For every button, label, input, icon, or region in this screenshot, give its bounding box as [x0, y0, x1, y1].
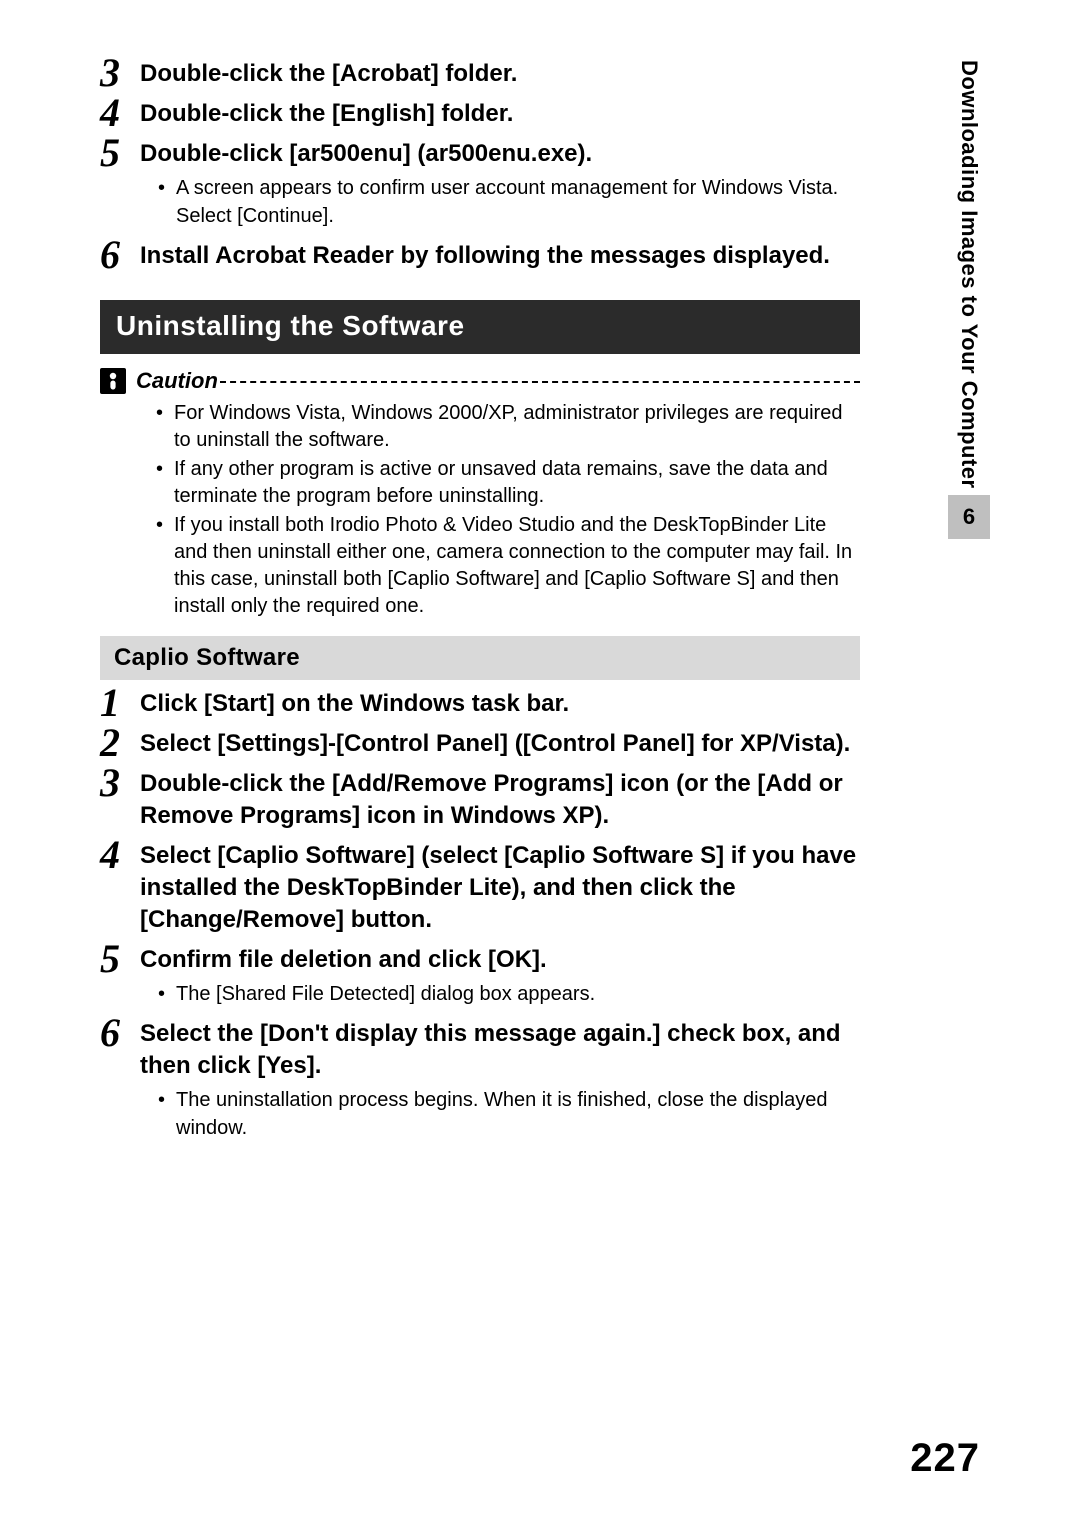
- step-sub-bullets: The [Shared File Detected] dialog box ap…: [158, 980, 860, 1008]
- step-number: 4: [100, 838, 134, 872]
- caution-bullet: If any other program is active or unsave…: [156, 456, 860, 510]
- step-text: Confirm file deletion and click [OK].: [140, 942, 547, 976]
- numbered-step: 4Select [Caplio Software] (select [Capli…: [100, 838, 860, 936]
- numbered-step: 6Select the [Don't display this message …: [100, 1016, 860, 1082]
- main-content: 3Double-click the [Acrobat] folder.4Doub…: [100, 56, 860, 1142]
- step-number: 3: [100, 56, 134, 90]
- step-sub-bullet: A screen appears to confirm user account…: [158, 174, 860, 230]
- step-number: 5: [100, 942, 134, 976]
- numbered-step: 3Double-click the [Add/Remove Programs] …: [100, 766, 860, 832]
- caution-icon: [100, 368, 126, 394]
- section-title-bar: Uninstalling the Software: [100, 300, 860, 354]
- caution-dash-line: [220, 368, 860, 383]
- step-number: 6: [100, 238, 134, 272]
- numbered-step: 5Confirm file deletion and click [OK].: [100, 942, 860, 976]
- step-text: Install Acrobat Reader by following the …: [140, 238, 830, 272]
- step-text: Select the [Don't display this message a…: [140, 1016, 860, 1082]
- side-tab: Downloading Images to Your Computer 6: [948, 60, 990, 539]
- step-number: 4: [100, 96, 134, 130]
- numbered-step: 2Select [Settings]-[Control Panel] ([Con…: [100, 726, 860, 760]
- page: 3Double-click the [Acrobat] folder.4Doub…: [0, 0, 1080, 1521]
- caution-bullet: If you install both Irodio Photo & Video…: [156, 512, 860, 620]
- step-sub-bullets: A screen appears to confirm user account…: [158, 174, 860, 230]
- step-text: Click [Start] on the Windows task bar.: [140, 686, 569, 720]
- caution-bullet-list: For Windows Vista, Windows 2000/XP, admi…: [156, 400, 860, 620]
- caution-row: Caution: [100, 368, 860, 394]
- numbered-step: 3Double-click the [Acrobat] folder.: [100, 56, 860, 90]
- step-number: 5: [100, 136, 134, 170]
- step-text: Select [Caplio Software] (select [Caplio…: [140, 838, 860, 936]
- step-text: Select [Settings]-[Control Panel] ([Cont…: [140, 726, 850, 760]
- step-sub-bullets: The uninstallation process begins. When …: [158, 1086, 860, 1142]
- step-sub-bullet: The uninstallation process begins. When …: [158, 1086, 860, 1142]
- step-text: Double-click the [English] folder.: [140, 96, 513, 130]
- step-text: Double-click the [Add/Remove Programs] i…: [140, 766, 860, 832]
- numbered-step: 1Click [Start] on the Windows task bar.: [100, 686, 860, 720]
- side-tab-text: Downloading Images to Your Computer: [957, 60, 981, 489]
- chapter-number-box: 6: [948, 495, 990, 539]
- numbered-step: 4Double-click the [English] folder.: [100, 96, 860, 130]
- step-number: 3: [100, 766, 134, 800]
- step-text: Double-click the [Acrobat] folder.: [140, 56, 517, 90]
- caution-label: Caution: [136, 368, 218, 394]
- numbered-step: 6Install Acrobat Reader by following the…: [100, 238, 860, 272]
- sub-heading: Caplio Software: [100, 636, 860, 680]
- step-number: 6: [100, 1016, 134, 1050]
- page-number: 227: [910, 1436, 980, 1481]
- step-number: 1: [100, 686, 134, 720]
- step-text: Double-click [ar500enu] (ar500enu.exe).: [140, 136, 592, 170]
- step-sub-bullet: The [Shared File Detected] dialog box ap…: [158, 980, 860, 1008]
- numbered-step: 5Double-click [ar500enu] (ar500enu.exe).: [100, 136, 860, 170]
- caution-bullet: For Windows Vista, Windows 2000/XP, admi…: [156, 400, 860, 454]
- step-number: 2: [100, 726, 134, 760]
